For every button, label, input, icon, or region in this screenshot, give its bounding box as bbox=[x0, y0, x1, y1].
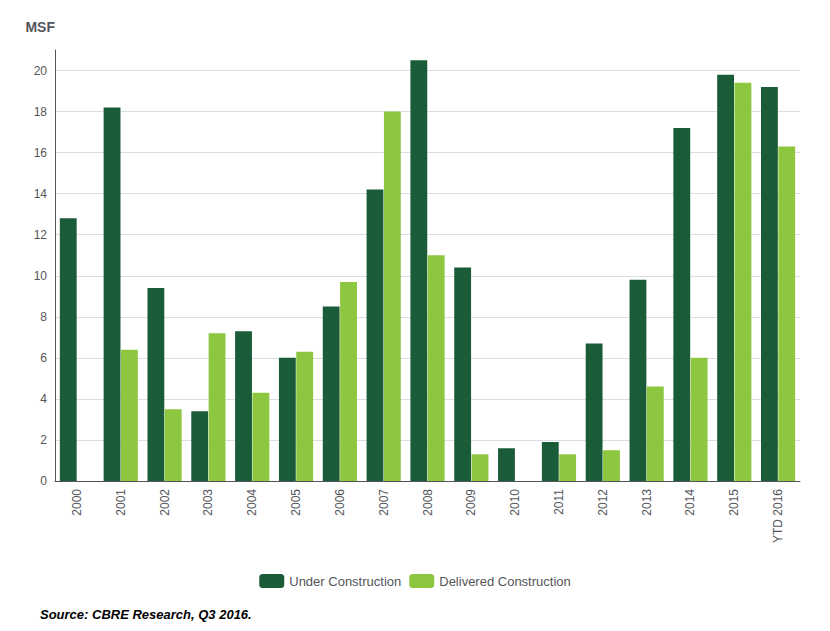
svg-text:6: 6 bbox=[40, 351, 47, 365]
svg-text:0: 0 bbox=[40, 474, 47, 488]
svg-text:2002: 2002 bbox=[158, 489, 172, 516]
svg-text:YTD 2016: YTD 2016 bbox=[771, 489, 785, 543]
svg-text:Under Construction: Under Construction bbox=[289, 574, 401, 589]
svg-text:2003: 2003 bbox=[201, 489, 215, 516]
svg-text:10: 10 bbox=[34, 269, 48, 283]
svg-text:2004: 2004 bbox=[245, 489, 259, 516]
svg-text:MSF: MSF bbox=[25, 19, 55, 35]
svg-text:2015: 2015 bbox=[727, 489, 741, 516]
svg-text:2005: 2005 bbox=[289, 489, 303, 516]
svg-text:2000: 2000 bbox=[70, 489, 84, 516]
svg-text:20: 20 bbox=[34, 64, 48, 78]
svg-text:4: 4 bbox=[40, 392, 47, 406]
svg-text:8: 8 bbox=[40, 310, 47, 324]
svg-text:2006: 2006 bbox=[333, 489, 347, 516]
svg-text:2012: 2012 bbox=[596, 489, 610, 516]
svg-text:2008: 2008 bbox=[421, 489, 435, 516]
svg-text:2007: 2007 bbox=[377, 489, 391, 516]
svg-text:2001: 2001 bbox=[114, 489, 128, 516]
svg-text:2010: 2010 bbox=[508, 489, 522, 516]
svg-text:12: 12 bbox=[34, 228, 48, 242]
svg-text:2014: 2014 bbox=[683, 489, 697, 516]
svg-text:2013: 2013 bbox=[640, 489, 654, 516]
svg-text:2: 2 bbox=[40, 433, 47, 447]
svg-text:2009: 2009 bbox=[464, 489, 478, 516]
svg-text:16: 16 bbox=[34, 146, 48, 160]
svg-text:Source: CBRE Research, Q3 2016: Source: CBRE Research, Q3 2016. bbox=[40, 607, 252, 622]
svg-text:2011: 2011 bbox=[552, 489, 566, 515]
svg-text:14: 14 bbox=[34, 187, 48, 201]
svg-text:18: 18 bbox=[34, 105, 48, 119]
svg-text:Delivered Construction: Delivered Construction bbox=[439, 574, 571, 589]
